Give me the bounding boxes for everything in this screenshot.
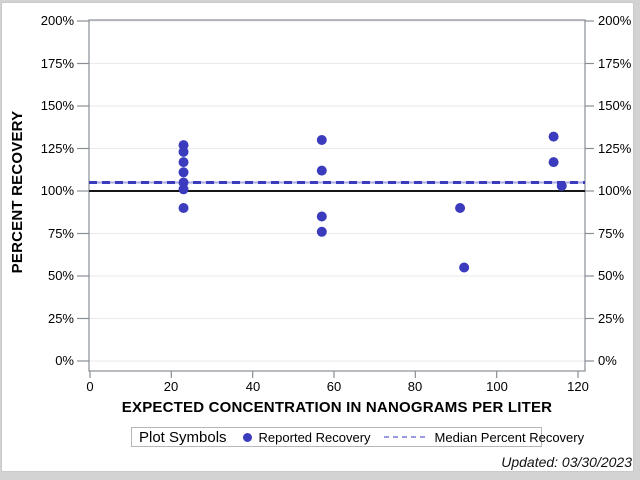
data-points: [178, 131, 567, 273]
legend-title: Plot Symbols: [139, 428, 227, 446]
x-axis-tick-label: 120: [567, 379, 589, 394]
y-axis-tick-label-left: 0%: [55, 353, 74, 368]
axis-ticks: [77, 20, 594, 378]
scatter-marker-icon: [242, 432, 252, 442]
chart-panel: [1, 2, 634, 472]
y-axis-tick-label-right: 150%: [598, 98, 632, 113]
data-point: [459, 262, 470, 273]
y-axis-title: PERCENT RECOVERY: [9, 110, 26, 274]
data-point: [178, 203, 189, 213]
dashed-line-sample-icon: [383, 436, 428, 438]
y-axis-tick-label-left: 150%: [40, 98, 74, 113]
legend-item-reported-recovery: Reported Recovery: [227, 430, 371, 445]
x-axis-title: EXPECTED CONCENTRATION IN NANOGRAMS PER …: [121, 399, 553, 416]
data-point: [316, 211, 327, 222]
plot-frame: [88, 19, 586, 372]
y-axis-tick-label-left: 175%: [40, 56, 74, 71]
y-axis-tick-label-right: 200%: [598, 13, 632, 28]
data-point: [178, 157, 189, 168]
legend-item-median-recovery: Median Percent Recovery: [371, 429, 585, 445]
data-point: [178, 184, 189, 195]
y-axis-tick-label-left: 200%: [40, 13, 74, 28]
y-axis-tick-label-right: 50%: [598, 268, 625, 283]
data-point: [316, 226, 327, 237]
y-axis-tick-label-left: 25%: [47, 311, 74, 326]
data-point: [316, 165, 327, 176]
data-point: [455, 203, 466, 213]
x-axis-tick-label: 60: [326, 379, 342, 394]
data-point: [178, 146, 189, 157]
x-axis-tick-label: 20: [163, 379, 179, 394]
y-axis-tick-label-right: 100%: [598, 183, 632, 198]
x-axis-tick-label: 40: [245, 379, 261, 394]
y-axis-tick-label-right: 25%: [598, 311, 625, 326]
y-axis-tick-label-right: 0%: [598, 353, 617, 368]
y-axis-tick-label-left: 125%: [40, 141, 74, 156]
data-point: [548, 131, 559, 142]
legend-item-label: Median Percent Recovery: [434, 429, 585, 445]
y-axis-tick-label-right: 75%: [598, 226, 625, 241]
legend-item-label: Reported Recovery: [258, 429, 371, 445]
data-point: [548, 157, 559, 168]
y-axis-tick-label-left: 100%: [40, 183, 74, 198]
data-point: [316, 135, 327, 145]
x-axis-tick-label: 80: [407, 379, 423, 394]
gridlines: [89, 20, 585, 362]
y-axis-tick-label-left: 75%: [47, 226, 74, 241]
x-axis-tick-label: 0: [86, 379, 94, 394]
y-axis-tick-label-right: 125%: [598, 141, 632, 156]
data-point: [178, 167, 189, 178]
x-axis-tick-label: 100: [486, 379, 508, 394]
plot-legend: Plot Symbols Reported Recovery Median Pe…: [131, 427, 584, 447]
data-point: [556, 180, 567, 191]
updated-note: Updated: 03/30/2023: [501, 454, 632, 470]
y-axis-tick-label-right: 175%: [598, 56, 632, 71]
y-axis-tick-label-left: 50%: [47, 268, 74, 283]
